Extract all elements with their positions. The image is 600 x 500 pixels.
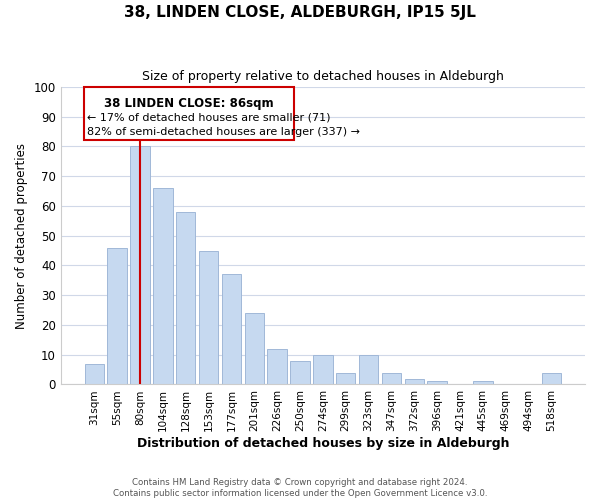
Y-axis label: Number of detached properties: Number of detached properties [15, 142, 28, 328]
Text: 38, LINDEN CLOSE, ALDEBURGH, IP15 5JL: 38, LINDEN CLOSE, ALDEBURGH, IP15 5JL [124, 5, 476, 20]
Bar [336, 372, 355, 384]
Title: Size of property relative to detached houses in Aldeburgh: Size of property relative to detached ho… [142, 70, 504, 83]
FancyBboxPatch shape [84, 87, 294, 141]
Bar [153, 188, 173, 384]
Bar [290, 360, 310, 384]
Text: 82% of semi-detached houses are larger (337) →: 82% of semi-detached houses are larger (… [88, 127, 361, 137]
Bar [199, 250, 218, 384]
Text: Contains HM Land Registry data © Crown copyright and database right 2024.
Contai: Contains HM Land Registry data © Crown c… [113, 478, 487, 498]
Bar [130, 146, 149, 384]
Bar [359, 354, 378, 384]
Bar [473, 382, 493, 384]
Bar [176, 212, 196, 384]
Text: ← 17% of detached houses are smaller (71): ← 17% of detached houses are smaller (71… [88, 112, 331, 122]
Bar [427, 382, 447, 384]
Bar [268, 349, 287, 384]
Bar [313, 354, 332, 384]
Bar [542, 372, 561, 384]
Bar [404, 378, 424, 384]
Bar [221, 274, 241, 384]
Bar [382, 372, 401, 384]
Text: 38 LINDEN CLOSE: 86sqm: 38 LINDEN CLOSE: 86sqm [104, 98, 274, 110]
Bar [107, 248, 127, 384]
Bar [245, 313, 264, 384]
X-axis label: Distribution of detached houses by size in Aldeburgh: Distribution of detached houses by size … [137, 437, 509, 450]
Bar [85, 364, 104, 384]
